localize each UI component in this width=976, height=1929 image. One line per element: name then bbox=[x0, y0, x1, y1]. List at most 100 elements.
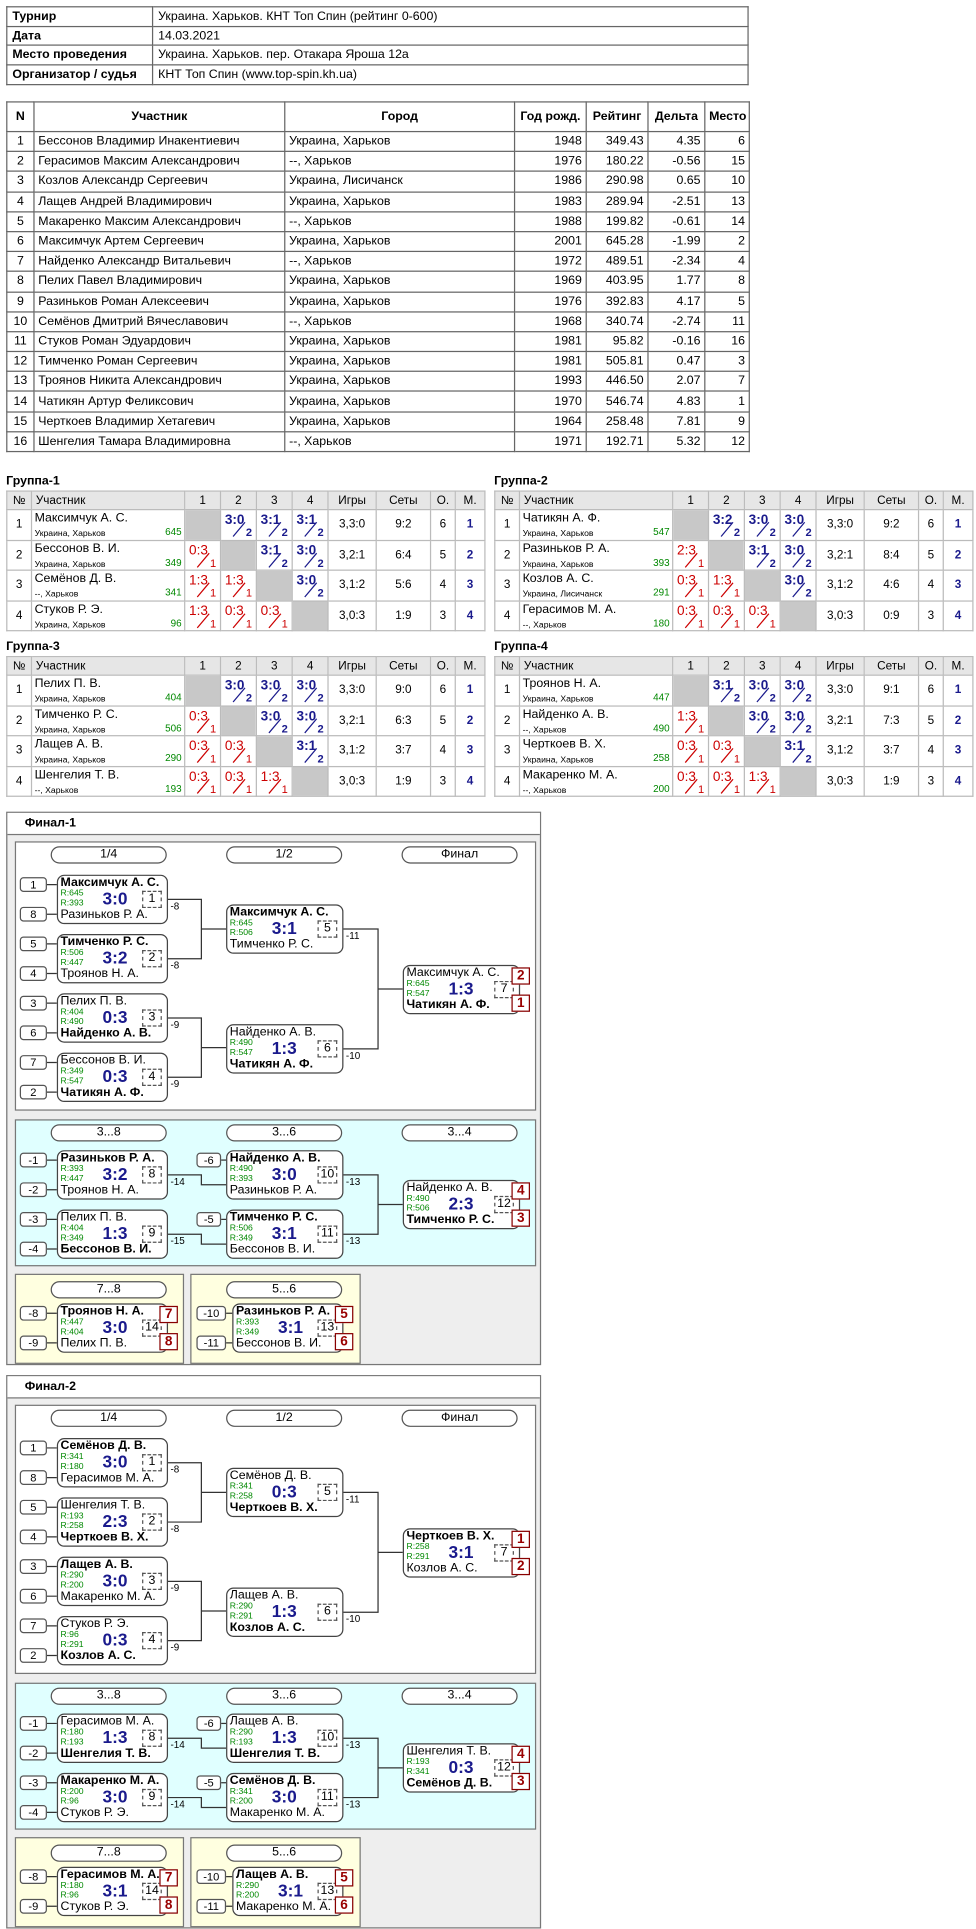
round-header: 1/2 bbox=[226, 846, 343, 864]
score-points: 2 bbox=[805, 752, 812, 766]
column-header: Сеты bbox=[375, 656, 432, 676]
score-box: 1:3 1 bbox=[222, 571, 255, 600]
player-name: Герасимов М. А. bbox=[60, 1714, 155, 1729]
participant-cell: 0.65 bbox=[647, 170, 706, 193]
participant-cell: 392.83 bbox=[585, 290, 649, 313]
player-name: Лащев А. В. bbox=[229, 1714, 299, 1729]
player-region: --, Харьков bbox=[34, 590, 79, 600]
match-number: 8 bbox=[142, 1729, 162, 1747]
player-info: Семёнов Д. В. --, Харьков 341 bbox=[33, 571, 184, 600]
participant-cell: Украина, Харьков bbox=[284, 350, 516, 373]
player-name: Козлов А. С. bbox=[229, 1620, 306, 1635]
player-name: Стуков Р. Э. bbox=[60, 1900, 129, 1914]
header-row: № Участник 1 2 3 4 Игры Сеты О. М. bbox=[494, 490, 974, 511]
player-cell: Максимчук А. С. Украина, Харьков 645 bbox=[30, 509, 186, 541]
column-header: N bbox=[6, 101, 35, 133]
column-header: 3 bbox=[255, 656, 293, 676]
participant-cell: 2001 bbox=[513, 230, 587, 253]
player-cell: Черткоев В. Х. Украина, Харьков 258 bbox=[518, 735, 674, 767]
score-cell: 0:3 1 bbox=[707, 765, 745, 797]
player-name: Макаренко М. А. bbox=[60, 1774, 160, 1788]
score-points: 1 bbox=[698, 587, 705, 600]
sets: 6:4 bbox=[375, 539, 432, 571]
player-rating: R:490 bbox=[60, 1018, 84, 1027]
info-row: Дата 14.03.2021 bbox=[6, 25, 749, 47]
player-name: Семёнов Д. В. bbox=[60, 1439, 147, 1453]
score-box: 3:0 2 bbox=[746, 707, 779, 735]
score-cell: 3:0 2 bbox=[779, 509, 817, 541]
slot: -10 bbox=[196, 1869, 227, 1885]
place: 3 bbox=[511, 1772, 531, 1791]
score-points: 2 bbox=[805, 692, 812, 705]
round-header: 1/4 bbox=[50, 846, 167, 864]
place: 1 bbox=[942, 509, 974, 541]
player-name: Пелих П. В. bbox=[60, 1336, 128, 1351]
match-score: 1:3 bbox=[102, 1727, 128, 1747]
participant-cell: Семёнов Дмитрий Вячеславович bbox=[33, 310, 286, 333]
column-header: № bbox=[6, 656, 33, 676]
score-cell: 1:3 1 bbox=[707, 569, 745, 602]
player-rating: R:547 bbox=[229, 1048, 253, 1058]
player-info: Макаренко М. А. --, Харьков 200 bbox=[521, 767, 672, 795]
place: 4 bbox=[511, 1182, 531, 1200]
row-number: 3 bbox=[6, 569, 33, 602]
player-info: Разиньков Р. А. Украина, Харьков 393 bbox=[521, 541, 672, 569]
player-info: Герасимов М. А. --, Харьков 180 bbox=[521, 602, 672, 629]
match-score: 1:3 bbox=[271, 1727, 297, 1747]
score-cell: 3:0 2 bbox=[743, 509, 781, 541]
place: 2 bbox=[942, 539, 974, 571]
score: 0:3 bbox=[224, 603, 244, 619]
header-row: № Участник 1 2 3 4 Игры Сеты О. М. bbox=[6, 490, 486, 511]
column-header: О. bbox=[917, 490, 944, 511]
match-score: 3:2 bbox=[102, 947, 128, 968]
player-name: Троянов Н. А. bbox=[522, 677, 602, 691]
score-cell: 0:3 1 bbox=[184, 765, 222, 797]
column-header: 3 bbox=[255, 490, 293, 511]
match: Герасимов М. А. Стуков Р. Э. R:180 R:96 3:1 1… bbox=[56, 1866, 169, 1917]
connector bbox=[343, 928, 379, 1050]
points: 5 bbox=[917, 539, 944, 571]
score-box: 0:3 1 bbox=[222, 602, 255, 630]
column-header: Игры bbox=[815, 490, 865, 511]
participant-cell: 1993 bbox=[513, 370, 587, 393]
place: 4 bbox=[511, 1745, 531, 1763]
player-rating: R:349 bbox=[229, 1234, 253, 1243]
participant-row: 1 Бессонов Владимир Инакентиевич Украина, … bbox=[6, 130, 750, 153]
info-row: Турнир Украина. Харьков. КНТ Топ Спин (ре… bbox=[6, 6, 749, 27]
participant-cell: 12 bbox=[704, 430, 750, 453]
match: Троянов Н. А. Пелих П. В. R:447 R:404 3:0 14 bbox=[56, 1303, 169, 1353]
group-title: Группа-3 bbox=[6, 639, 60, 654]
match: Лащев А. В. Макаренко М. А. R:290 R:200 3:0 3 bbox=[56, 1556, 169, 1607]
column-header: Рейтинг bbox=[585, 101, 649, 133]
player-name: Троянов Н. А. bbox=[60, 967, 139, 981]
diagonal-cell bbox=[779, 599, 817, 632]
match-number: 14 bbox=[142, 1882, 162, 1901]
group: Группа-3 № Участник 1 2 3 4 Игры Сеты О. М. 1 Пелих … bbox=[6, 637, 486, 798]
player-name: Стуков Р. Э. bbox=[34, 602, 103, 616]
diagonal-cell bbox=[184, 674, 222, 707]
next-match: -11 bbox=[345, 1493, 360, 1505]
slot: -3 bbox=[19, 1211, 47, 1227]
place: 7 bbox=[159, 1305, 178, 1324]
match: Стуков Р. Э. Козлов А. С. R:96 R:291 0:3 4 bbox=[56, 1615, 169, 1666]
player-name: Тимченко Р. С. bbox=[34, 707, 119, 721]
participant-cell: 3 bbox=[704, 350, 750, 373]
player-region: Украина, Харьков bbox=[34, 620, 106, 630]
score-box: 3:0 2 bbox=[781, 707, 814, 735]
score-box: 3:0 2 bbox=[781, 676, 814, 705]
points: 5 bbox=[429, 539, 456, 571]
score-box: 2:3 1 bbox=[674, 541, 707, 569]
player-region: Украина, Харьков bbox=[34, 695, 106, 705]
participant-cell: 11 bbox=[704, 310, 750, 333]
sets: 7:3 bbox=[863, 704, 920, 737]
match-number: 4 bbox=[142, 1068, 162, 1086]
player-rating: R:490 bbox=[406, 1194, 430, 1204]
score-box: 3:1 2 bbox=[293, 737, 326, 765]
score-cell: 0:3 1 bbox=[743, 599, 781, 632]
player-name: Шенгелия Т. В. bbox=[60, 1498, 146, 1513]
score-box: 0:3 1 bbox=[674, 571, 707, 600]
player-name: Бессонов В. И. bbox=[34, 541, 121, 556]
row-number: 2 bbox=[6, 539, 33, 571]
next-match: -14 bbox=[170, 1176, 185, 1188]
player-rating: R:200 bbox=[235, 1891, 260, 1901]
